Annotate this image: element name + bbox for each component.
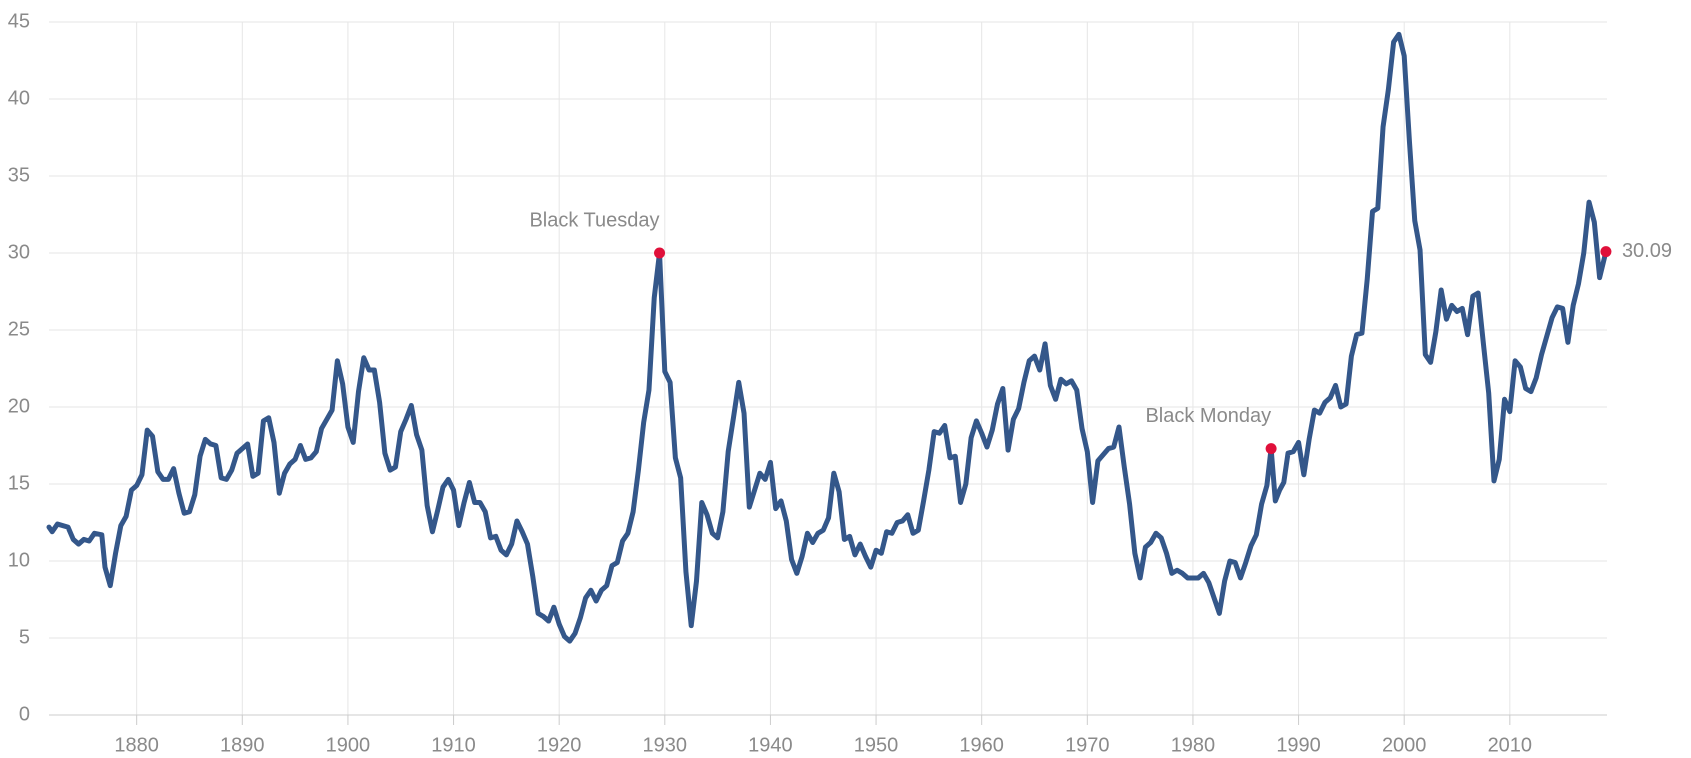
x-tick-label: 1950 <box>854 734 899 756</box>
x-tick-label: 2000 <box>1382 734 1427 756</box>
x-tick-label: 1910 <box>431 734 476 756</box>
y-tick-label: 40 <box>8 87 30 109</box>
annotation-label: Black Monday <box>1145 405 1271 427</box>
y-tick-label: 45 <box>8 10 30 32</box>
y-tick-label: 20 <box>8 395 30 417</box>
y-tick-label: 5 <box>19 626 30 648</box>
y-tick-label: 0 <box>19 703 30 725</box>
x-tick-label: 1920 <box>537 734 582 756</box>
x-tick-label: 1940 <box>748 734 793 756</box>
y-tick-label: 15 <box>8 472 30 494</box>
annotation-label: Black Tuesday <box>529 209 659 231</box>
x-tick-label: 1930 <box>643 734 688 756</box>
value-label: 30.09 <box>1622 240 1672 262</box>
annotation-point <box>654 247 666 259</box>
y-tick-label: 30 <box>8 241 30 263</box>
annotation-point <box>1600 246 1612 258</box>
x-tick-label: 1880 <box>114 734 159 756</box>
x-tick-label: 1900 <box>326 734 371 756</box>
annotation-point <box>1265 443 1277 455</box>
x-tick-label: 1970 <box>1065 734 1110 756</box>
series-line <box>46 31 1609 644</box>
x-tick-label: 2010 <box>1488 734 1533 756</box>
x-tick-label: 1990 <box>1276 734 1321 756</box>
y-tick-label: 10 <box>8 549 30 571</box>
y-tick-label: 35 <box>8 164 30 186</box>
x-tick-label: 1890 <box>220 734 265 756</box>
y-tick-label: 25 <box>8 318 30 340</box>
x-tick-label: 1960 <box>959 734 1004 756</box>
x-tick-label: 1980 <box>1171 734 1216 756</box>
